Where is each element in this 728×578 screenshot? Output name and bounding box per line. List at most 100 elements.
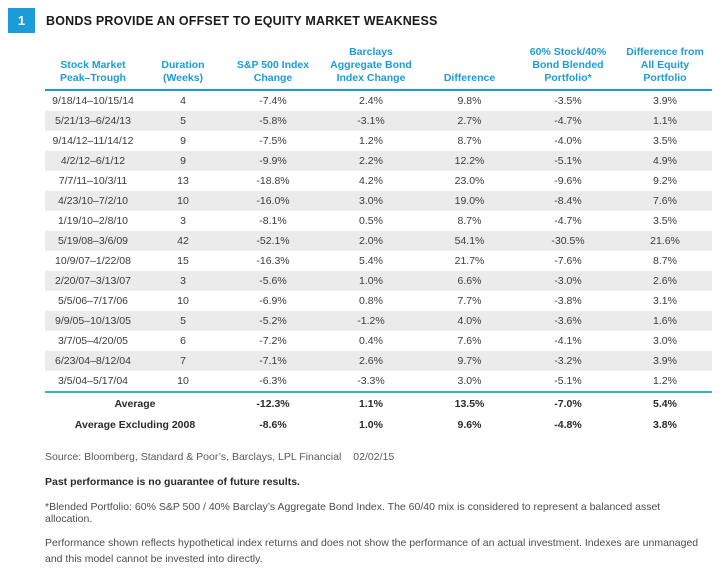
table-cell: 2.0% xyxy=(321,231,421,252)
past-performance-disclaimer: Past performance is no guarantee of futu… xyxy=(45,476,300,489)
table-cell: 3/7/05–4/20/05 xyxy=(57,335,129,348)
table-cell: 9/18/14–10/15/14 xyxy=(52,95,134,108)
table-cell: -7.4% xyxy=(259,95,287,108)
table-cell: 8.7% xyxy=(653,255,677,268)
table-cell: 3.5% xyxy=(653,135,677,148)
table-cell: 9 xyxy=(141,151,225,172)
table-cell: 3/5/04–5/17/04 xyxy=(57,375,129,388)
table-cell: 7 xyxy=(141,351,225,372)
bond-offset-table: Stock Market Peak–Trough Duration (Weeks… xyxy=(45,46,712,436)
table-cell: 6.6% xyxy=(421,271,518,292)
figure-header: 1 BONDS PROVIDE AN OFFSET TO EQUITY MARK… xyxy=(8,8,712,33)
table-cell: -16.0% xyxy=(225,191,321,212)
col-header-difference: Difference xyxy=(421,46,518,92)
table-cell: -9.9% xyxy=(225,151,321,172)
table-cell: 0.8% xyxy=(359,295,383,308)
table-cell: 5/5/06–7/17/06 xyxy=(57,295,129,308)
average-value: 1.0% xyxy=(321,414,421,436)
table-cell: -4.0% xyxy=(554,135,582,148)
average-value: 1.1% xyxy=(321,391,421,415)
table-cell: 8.7% xyxy=(457,215,482,228)
table-row: 1/19/10–2/8/10 3 -8.1% 0.5% 8.7% -4.7% 3.5% xyxy=(45,211,712,231)
col-header-diff-from-equity: Difference from All Equity Portfolio xyxy=(618,46,712,92)
table-cell: -5.8% xyxy=(225,111,321,132)
average-value: 3.8% xyxy=(618,414,712,436)
table-cell: -7.1% xyxy=(225,351,321,372)
table-cell: 4.9% xyxy=(618,151,712,172)
source-line: Source: Bloomberg, Standard & Poor’s, Ba… xyxy=(45,451,704,463)
table-cell: 6/23/04–8/12/04 xyxy=(45,351,141,372)
table-cell: 2.7% xyxy=(421,111,518,132)
table-cell: -7.6% xyxy=(554,255,582,268)
table-cell: 9.7% xyxy=(421,351,518,372)
average-value: -7.0% xyxy=(518,391,618,415)
average-value: -4.8% xyxy=(518,414,618,436)
table-cell: 4 xyxy=(180,95,186,108)
table-row: 7/7/11–10/3/11 13 -18.8% 4.2% 23.0% -9.6% 9.2% xyxy=(45,171,712,191)
table-row: 4/2/12–6/1/12 9 -9.9% 2.2% 12.2% -5.1% 4.9% xyxy=(45,151,712,172)
table-cell: 4.2% xyxy=(359,175,383,188)
table-cell: 3.0% xyxy=(457,375,482,388)
table-row: 5/19/08–3/6/09 42 -52.1% 2.0% 54.1% -30.5% 21.… xyxy=(45,231,712,252)
footer: Source: Bloomberg, Standard & Poor’s, Ba… xyxy=(45,451,704,568)
average-label: Average Excluding 2008 xyxy=(45,414,225,436)
table-cell: -9.6% xyxy=(554,175,582,188)
table-cell: 7.7% xyxy=(457,295,482,308)
table-row: 5/21/13–6/24/13 5 -5.8% -3.1% 2.7% -4.7% 1.1% xyxy=(45,111,712,132)
table-cell: 1.2% xyxy=(359,135,383,148)
table-cell: -5.6% xyxy=(225,271,321,292)
table-cell: 2.4% xyxy=(359,95,383,108)
table-cell: 6 xyxy=(180,335,186,348)
table-cell: 5/21/13–6/24/13 xyxy=(45,111,141,132)
table-cell: -7.2% xyxy=(259,335,287,348)
table-cell: -52.1% xyxy=(225,231,321,252)
blended-portfolio-footnote: *Blended Portfolio: 60% S&P 500 / 40% Ba… xyxy=(45,501,661,526)
average-value: -8.6% xyxy=(225,414,321,436)
average-value: 5.4% xyxy=(618,391,712,415)
header-row: Stock Market Peak–Trough Duration (Weeks… xyxy=(45,46,712,92)
source-text: Source: Bloomberg, Standard & Poor’s, Ba… xyxy=(45,451,342,464)
table-cell: 2.6% xyxy=(618,271,712,292)
table-cell: 2.2% xyxy=(321,151,421,172)
table-cell: 12.2% xyxy=(421,151,518,172)
table-cell: -3.6% xyxy=(518,311,618,332)
table-cell: -6.3% xyxy=(259,375,287,388)
table-cell: 1.1% xyxy=(618,111,712,132)
table-cell: 15 xyxy=(177,255,189,268)
table-cell: 1/19/10–2/8/10 xyxy=(57,215,129,228)
hypothetical-performance-disclosure: Performance shown reflects hypothetical … xyxy=(45,537,699,566)
table-cell: 9/9/05–10/13/05 xyxy=(45,311,141,332)
average-value: 9.6% xyxy=(421,414,518,436)
table-cell: -7.5% xyxy=(259,135,287,148)
table-cell: 21.6% xyxy=(618,231,712,252)
table-cell: -5.1% xyxy=(554,375,582,388)
table-body: 9/18/14–10/15/14 4 -7.4% 2.4% 9.8% -3.5% 3.9% 5… xyxy=(45,90,712,392)
table-cell: 2/20/07–3/13/07 xyxy=(45,271,141,292)
table-row: 6/23/04–8/12/04 7 -7.1% 2.6% 9.7% -3.2% 3.9% xyxy=(45,351,712,372)
table-cell: 5 xyxy=(141,311,225,332)
table-row: 3/7/05–4/20/05 6 -7.2% 0.4% 7.6% -4.1% 3.0% xyxy=(45,331,712,351)
table-average-body: Average -12.3% 1.1% 13.5% -7.0% 5.4% Average E… xyxy=(45,391,712,436)
table-cell: 3 xyxy=(180,215,186,228)
table-row: 2/20/07–3/13/07 3 -5.6% 1.0% 6.6% -3.0% 2.6% xyxy=(45,271,712,292)
table-cell: 1.2% xyxy=(653,375,677,388)
table-cell: 19.0% xyxy=(421,191,518,212)
figure-number-badge: 1 xyxy=(8,8,35,33)
table-cell: 7.6% xyxy=(618,191,712,212)
col-header-duration: Duration (Weeks) xyxy=(141,46,225,92)
table-cell: 5/19/08–3/6/09 xyxy=(45,231,141,252)
table-cell: -3.1% xyxy=(321,111,421,132)
table-cell: -1.2% xyxy=(321,311,421,332)
table-cell: 9/14/12–11/14/12 xyxy=(52,135,134,148)
table-cell: -5.2% xyxy=(225,311,321,332)
source-date: 02/02/15 xyxy=(353,451,395,464)
table-cell: -18.8% xyxy=(256,175,290,188)
col-header-peak-trough: Stock Market Peak–Trough xyxy=(45,46,141,92)
col-header-sp500-change: S&P 500 Index Change xyxy=(225,46,321,92)
table-cell: 42 xyxy=(141,231,225,252)
col-header-bond-index-change: Barclays Aggregate Bond Index Change xyxy=(321,46,421,92)
table-row: 4/23/10–7/2/10 10 -16.0% 3.0% 19.0% -8.4% 7.6% xyxy=(45,191,712,212)
table-cell: -4.7% xyxy=(518,111,618,132)
table-cell: 10/9/07–1/22/08 xyxy=(55,255,131,268)
table-cell: 1.0% xyxy=(321,271,421,292)
